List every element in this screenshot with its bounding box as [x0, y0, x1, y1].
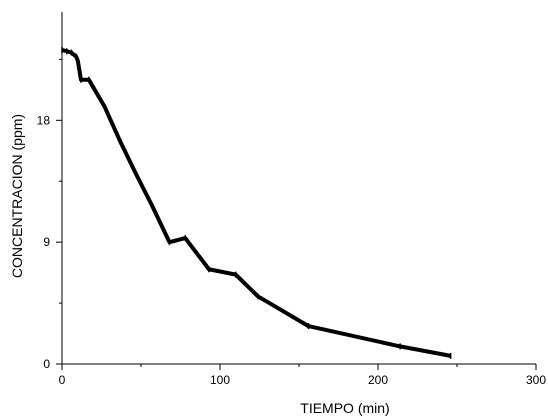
y-tick-label: 9 [43, 235, 50, 249]
y-tick-label: 0 [43, 357, 50, 371]
x-ticks: 0 100 200 300 [59, 364, 546, 387]
y-tick-label: 18 [37, 113, 51, 127]
x-axis-label: TIEMPO (min) [300, 400, 389, 416]
chart-axes [61, 12, 536, 365]
x-tick-label: 300 [526, 373, 546, 387]
x-tick-label: 100 [210, 373, 230, 387]
x-tick-label: 200 [368, 373, 388, 387]
series-line [61, 47, 452, 358]
y-axis-label: CONCENTRACION (ppm) [9, 114, 25, 278]
x-tick-label: 0 [59, 373, 66, 387]
series-layer [61, 46, 452, 359]
y-ticks: 0 9 18 [37, 58, 62, 371]
